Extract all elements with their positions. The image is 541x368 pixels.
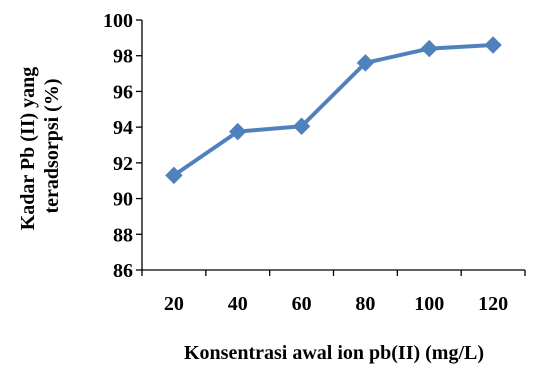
data-point-marker: [420, 39, 438, 58]
data-point-marker: [484, 36, 502, 54]
data-point-marker: [292, 117, 311, 135]
x-axis-title: Konsentrasi awal ion pb(II) (mg/L): [184, 342, 484, 364]
data-point-marker: [229, 122, 247, 141]
x-tick-label: 80: [355, 293, 375, 315]
x-tick-label: 20: [164, 293, 184, 315]
y-tick-label: 96: [113, 81, 133, 103]
y-tick-label: 88: [113, 224, 133, 246]
series-line: [172, 43, 494, 178]
y-axis-title-line-1: Kadar Pb (II) yang: [17, 67, 39, 231]
x-tick-label: 120: [478, 293, 508, 315]
series-group: [165, 36, 502, 185]
y-tick-label: 98: [113, 46, 133, 68]
data-point-marker: [165, 166, 183, 185]
data-point-marker: [356, 54, 375, 72]
y-axis-title-line-2: teradsorpsi (%): [41, 79, 63, 214]
x-tick-label: 100: [414, 293, 444, 315]
y-tick-label: 92: [113, 153, 133, 175]
y-tick-label: 100: [103, 10, 133, 32]
x-tick-labels: 20 40 60 80 100 120: [141, 270, 526, 315]
y-tick-label: 90: [113, 189, 133, 211]
axes: [141, 20, 525, 271]
y-tick-labels: 86 88 90 92 94 96 98 100: [103, 10, 142, 282]
y-axis-title: Kadar Pb (II) yang teradsorpsi (%): [17, 62, 63, 231]
y-tick-label: 86: [113, 260, 133, 282]
y-tick-label: 94: [113, 117, 133, 139]
x-tick-label: 40: [228, 293, 248, 315]
x-tick-label: 60: [292, 293, 312, 315]
